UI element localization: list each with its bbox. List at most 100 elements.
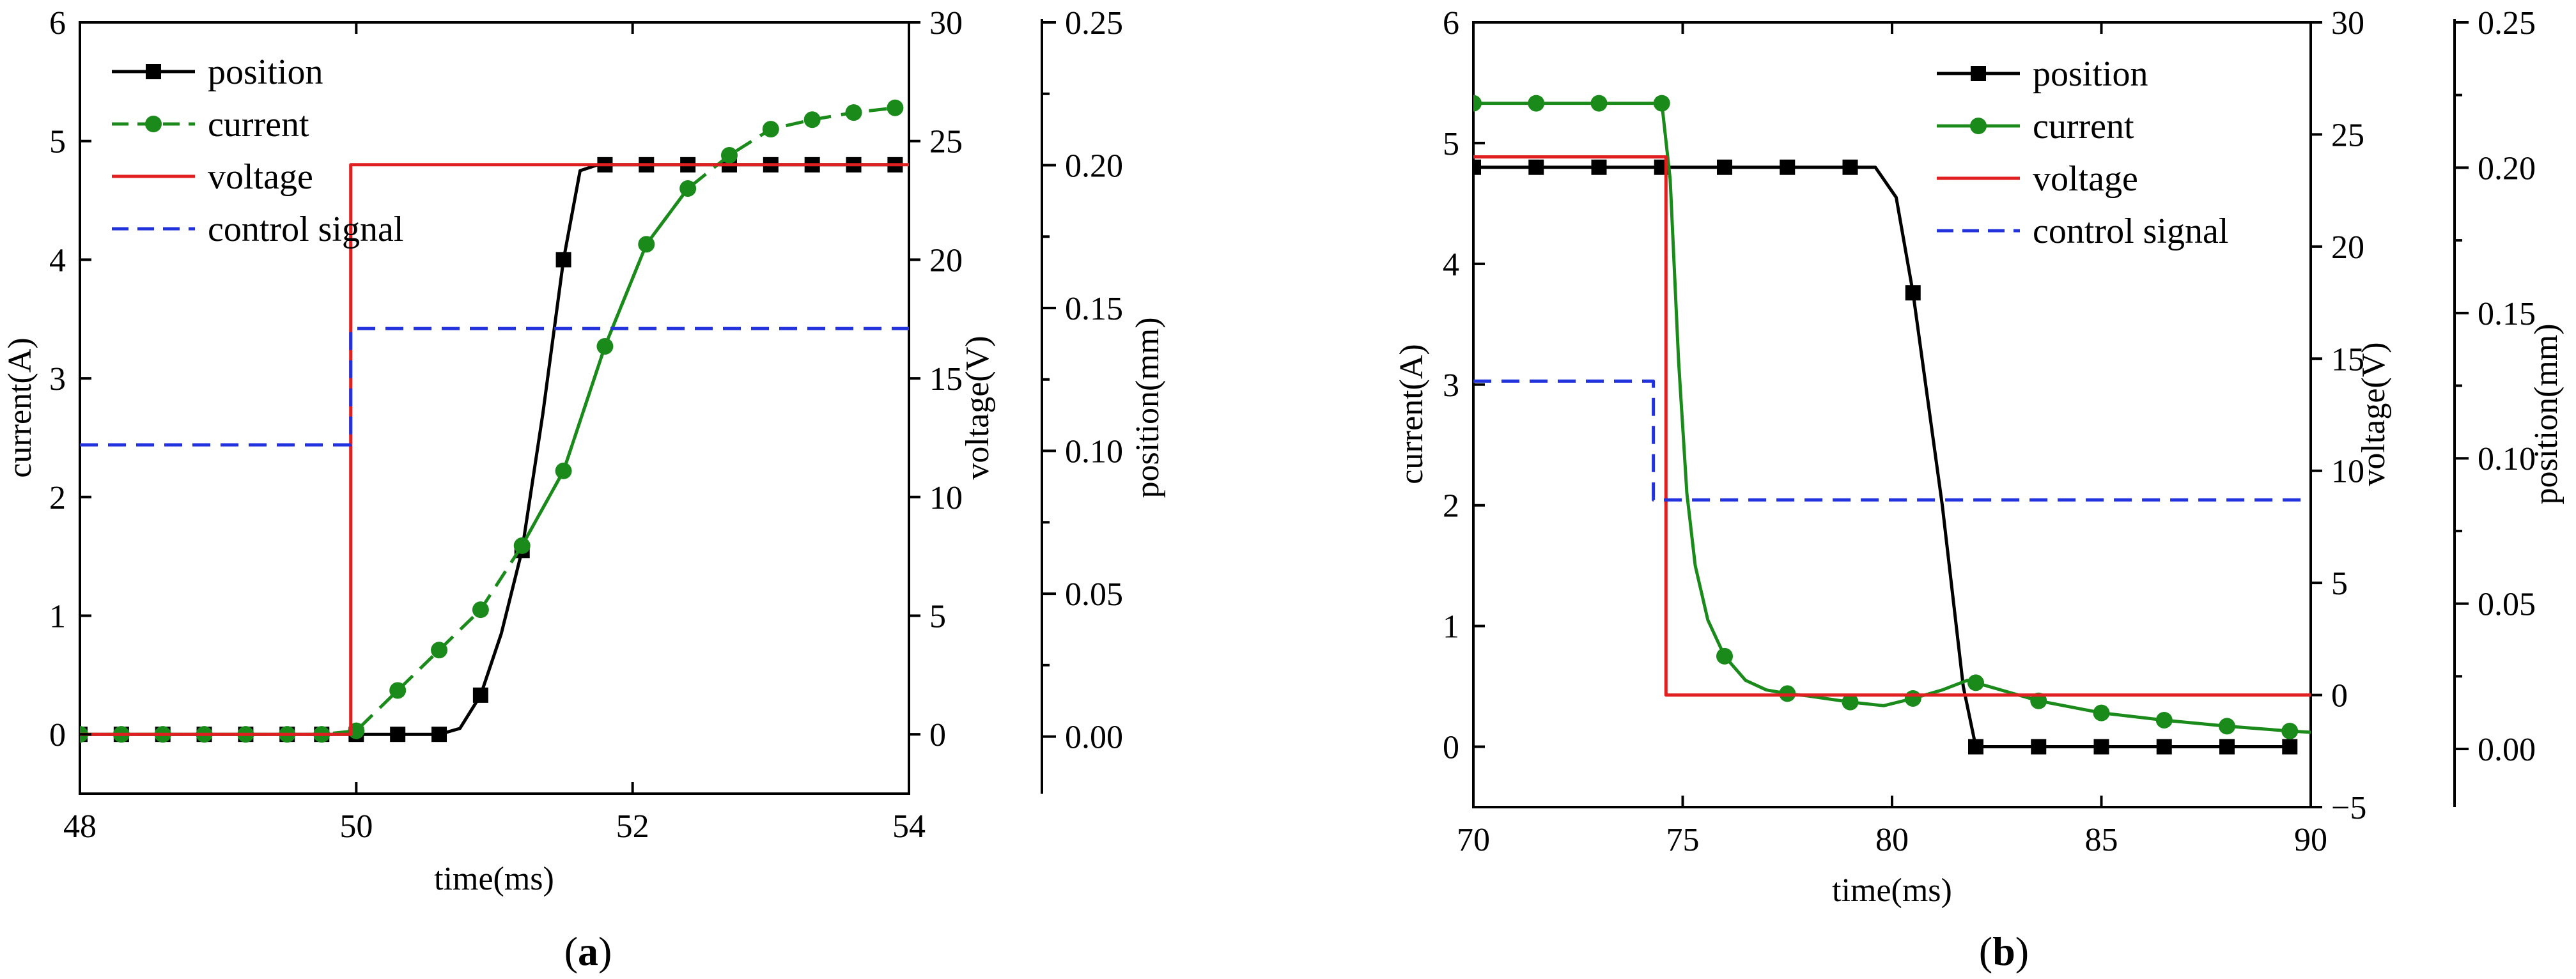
legend-label: voltage (2033, 159, 2138, 199)
voltage-tick-label: 10 (929, 480, 963, 516)
data-point (1528, 95, 1545, 112)
data-point (431, 727, 447, 743)
voltage-tick-label: 15 (929, 361, 963, 397)
series-layer (1473, 95, 2311, 755)
data-point (762, 121, 779, 138)
data-point (1968, 739, 1983, 755)
x-tick-label: 48 (63, 808, 97, 845)
data-point (1591, 159, 1607, 175)
position-tick-label: 0.15 (2478, 296, 2536, 332)
current-tick-label: 5 (1443, 126, 1459, 162)
position-tick-label: 0.10 (2478, 441, 2536, 477)
plot-frame (79, 21, 910, 795)
legend-marker (145, 116, 162, 132)
current-tick-label: 6 (49, 5, 66, 42)
position-tick-label: 0.05 (1065, 576, 1123, 613)
data-point (1842, 693, 1859, 711)
legend-marker (1971, 66, 1986, 81)
voltage-tick-label: 0 (2331, 678, 2348, 714)
position-tick-label: 0.20 (1065, 148, 1123, 185)
data-point (555, 462, 572, 479)
current-tick-label: 4 (49, 242, 66, 279)
x-tick-label: 90 (2294, 822, 2327, 858)
position-axis-title: position(mm) (2528, 323, 2564, 504)
series-position (1473, 159, 2298, 755)
series-position (80, 157, 903, 743)
voltage-axis-title: voltage(V) (2355, 342, 2392, 486)
data-point (679, 180, 697, 197)
current-tick-label: 3 (49, 361, 66, 397)
position-tick-label: 0.00 (1065, 720, 1123, 756)
panel-label: (a) (564, 929, 612, 974)
position-tick-label: 0.15 (1065, 291, 1123, 327)
data-point (1590, 95, 1608, 112)
data-point (803, 111, 821, 128)
legend: position current voltage control signal (1937, 54, 2228, 251)
voltage-tick-label: 15 (2331, 341, 2364, 378)
x-tick-label: 70 (1457, 822, 1490, 858)
series-control-signal (80, 327, 909, 447)
series-line (80, 163, 896, 736)
position-tick-label: 0.10 (1065, 434, 1123, 470)
data-point (1528, 159, 1544, 175)
legend-label: control signal (208, 210, 403, 249)
voltage-tick-label: 5 (2331, 566, 2348, 602)
data-point (2031, 739, 2047, 755)
x-axis-title: time(ms) (1832, 872, 1952, 909)
current-tick-label: 2 (1443, 488, 1459, 525)
legend-label: position (208, 52, 323, 92)
data-point (2030, 692, 2047, 709)
data-point (431, 642, 448, 659)
voltage-tick-label: −5 (2331, 790, 2366, 826)
series-current (80, 99, 904, 743)
position-tick-label: 0.00 (2478, 732, 2536, 768)
voltage-tick-label: 30 (929, 5, 963, 42)
position-tick-label: 0.05 (2478, 587, 2536, 623)
data-point (1905, 285, 1921, 301)
position-axis-title: position(mm) (1129, 317, 1166, 498)
data-point (2282, 739, 2298, 755)
data-point (1967, 674, 1984, 691)
data-point (390, 727, 406, 743)
series-current (1473, 95, 2311, 739)
legend-label: control signal (2033, 212, 2228, 251)
current-tick-label: 1 (49, 598, 66, 635)
position-tick-label: 0.25 (2478, 5, 2536, 42)
legend-label: voltage (208, 157, 313, 197)
series-line (80, 163, 909, 736)
legend: position current voltage control signal (112, 52, 403, 249)
data-point (887, 99, 904, 116)
series-voltage (1473, 155, 2311, 697)
panel-letter: a (578, 929, 598, 974)
data-point (2219, 739, 2235, 755)
data-point (1716, 647, 1733, 665)
current-tick-label: 5 (49, 124, 66, 160)
legend-label: position (2033, 54, 2148, 94)
current-tick-label: 0 (49, 717, 66, 753)
x-axis-title: time(ms) (434, 861, 554, 897)
data-point (2281, 722, 2299, 739)
data-point (2219, 718, 2235, 735)
data-point (513, 537, 531, 554)
data-point (2093, 704, 2110, 721)
voltage-tick-label: 25 (929, 124, 963, 160)
plot-frame (1472, 21, 2312, 808)
series-layer (80, 99, 909, 743)
data-point (1473, 159, 1481, 175)
voltage-tick-label: 30 (2331, 5, 2364, 42)
position-tick-label: 0.25 (1065, 5, 1123, 42)
x-tick-label: 80 (1875, 822, 1909, 858)
data-point (472, 687, 488, 703)
legend-marker (146, 64, 161, 79)
chart-panel-a: position current voltage control signal 48 5… (2, 5, 1166, 974)
legend-label: current (208, 105, 309, 144)
voltage-tick-label: 5 (929, 598, 946, 635)
x-tick-label: 54 (892, 808, 926, 845)
voltage-tick-label: 20 (2331, 229, 2364, 266)
series-line (80, 327, 909, 447)
current-axis-title: current(A) (1393, 344, 1430, 484)
x-tick-label: 75 (1666, 822, 1700, 858)
series-line (1473, 155, 2311, 697)
